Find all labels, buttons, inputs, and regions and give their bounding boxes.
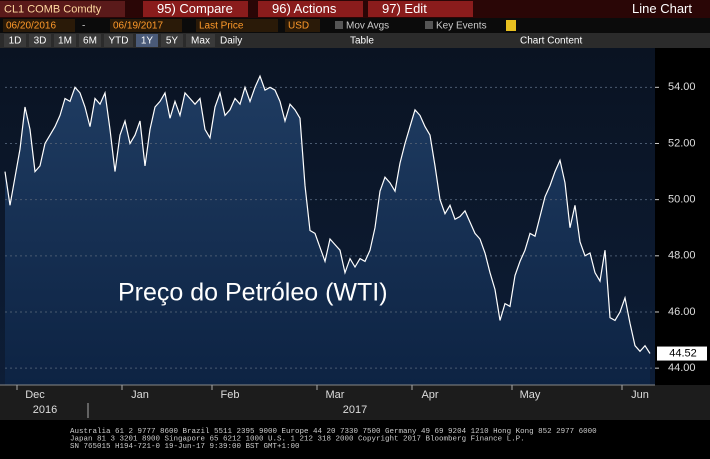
checkbox[interactable] — [425, 21, 433, 29]
toolbar-button-label: 95) Compare — [157, 1, 233, 16]
toolbar-button[interactable] — [143, 1, 248, 17]
x-tick-label: Dec — [25, 389, 45, 401]
footer-line: SN 765015 H194-721-0 19-Jun-17 9:39:00 B… — [70, 443, 300, 451]
view-label: Line Chart — [632, 1, 692, 16]
footer-line: Australia 61 2 9777 8600 Brazil 5511 239… — [70, 428, 597, 436]
range-button[interactable] — [79, 34, 101, 47]
range-button[interactable] — [29, 34, 51, 47]
field-text: USD — [288, 21, 309, 32]
y-tick-label: 48.00 — [668, 250, 696, 262]
range-label: 5Y — [166, 36, 179, 47]
range-label: 6M — [83, 36, 97, 47]
security-field[interactable] — [0, 1, 125, 17]
security: CL1 COMB Comdty — [4, 3, 102, 15]
footer-line: Japan 81 3 3201 8900 Singapore 65 6212 1… — [70, 435, 525, 443]
toolbar-button[interactable] — [258, 1, 363, 17]
table-button: Table — [350, 36, 374, 47]
range-button[interactable] — [104, 34, 133, 47]
y-tick-label: 44.00 — [668, 362, 696, 374]
range-button[interactable] — [186, 34, 215, 47]
range-label: YTD — [109, 36, 129, 47]
annotation: Preço do Petróleo (WTI) — [118, 279, 388, 307]
x-tick-label: May — [520, 389, 541, 401]
mov-avgs: Mov Avgs — [346, 21, 389, 32]
toolbar-button[interactable] — [368, 1, 473, 17]
last-price-label: 44.52 — [669, 347, 697, 359]
range-label: 1M — [58, 36, 72, 47]
y-axis-area — [655, 48, 710, 385]
field[interactable] — [3, 19, 75, 32]
y-tick-label: 50.00 — [668, 194, 696, 206]
x-tick-label: Feb — [221, 389, 240, 401]
toolbar-button-label: 97) Edit — [382, 1, 427, 16]
last-price-box — [657, 346, 707, 361]
range-button[interactable] — [136, 34, 158, 47]
range-button[interactable] — [4, 34, 26, 47]
y-tick-label: 52.00 — [668, 137, 696, 149]
toolbar-button-label: 96) Actions — [272, 1, 337, 16]
x-tick-label: Mar — [326, 389, 345, 401]
range-label: 1D — [9, 36, 22, 47]
range-button[interactable] — [161, 34, 183, 47]
year-label: 2016 — [33, 404, 57, 416]
area — [5, 76, 650, 385]
x-tick-label: Jan — [131, 389, 149, 401]
year-label: 2017 — [343, 404, 367, 416]
x-axis-area — [0, 385, 710, 420]
y-tick-label: 46.00 — [668, 306, 696, 318]
field[interactable] — [196, 19, 278, 32]
key-events: Key Events — [436, 21, 487, 32]
checkbox[interactable] — [335, 21, 343, 29]
chart-content: Chart Content — [520, 36, 582, 47]
range-label: Max — [191, 36, 210, 47]
event-icon — [506, 20, 516, 31]
frequency: Daily — [220, 36, 242, 47]
separator: - — [82, 21, 85, 32]
field-text: Last Price — [199, 21, 244, 32]
price-line — [4, 74, 651, 354]
y-tick-label: 54.00 — [668, 81, 696, 93]
field[interactable] — [110, 19, 182, 32]
range-label: 1Y — [141, 36, 154, 47]
field[interactable] — [285, 19, 320, 32]
x-tick-label: Apr — [421, 389, 438, 401]
range-button[interactable] — [54, 34, 76, 47]
range-label: 3D — [34, 36, 47, 47]
x-tick-label: Jun — [631, 389, 649, 401]
field-text: 06/19/2017 — [113, 21, 163, 32]
field-text: 06/20/2016 — [6, 21, 56, 32]
